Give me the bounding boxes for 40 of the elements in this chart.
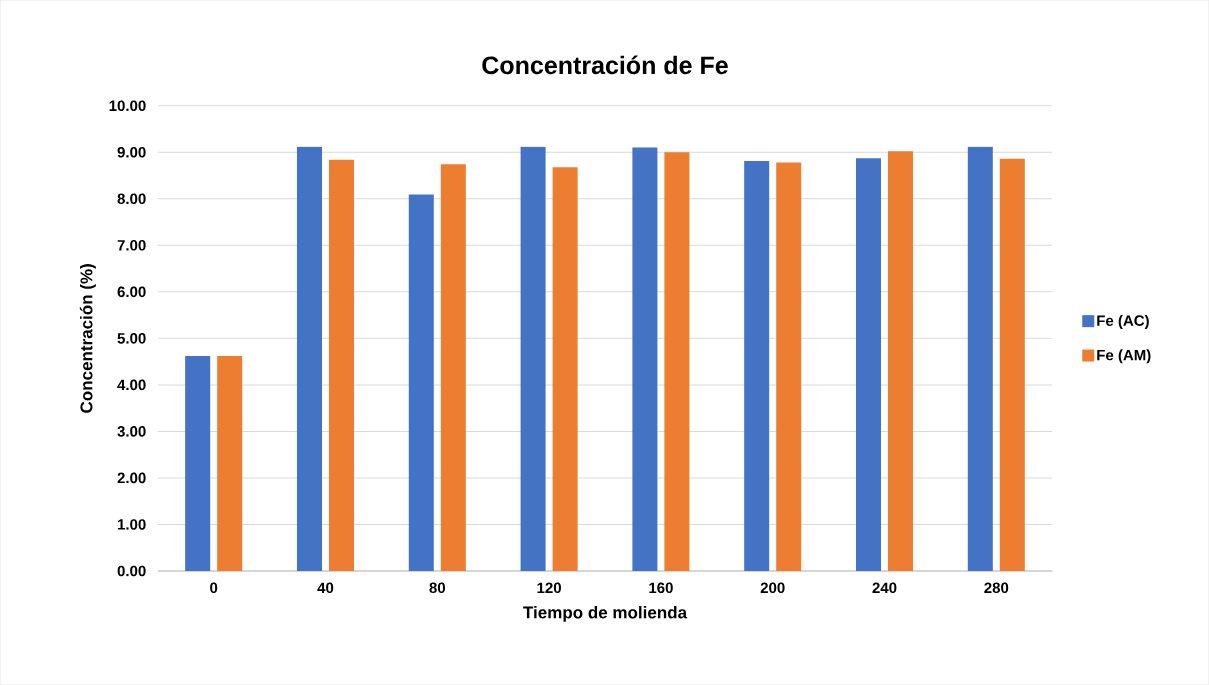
y-tick-label: 8.00 xyxy=(117,193,146,205)
y-axis-title: Concentración (%) xyxy=(79,264,96,413)
bar xyxy=(776,162,802,572)
bar xyxy=(552,167,578,572)
bar xyxy=(440,164,466,572)
bar xyxy=(888,151,914,572)
x-tick-label: 120 xyxy=(537,582,561,594)
x-axis-title: Tiempo de molienda xyxy=(523,606,688,622)
y-tick-label: 1.00 xyxy=(117,519,146,530)
bar xyxy=(520,146,546,572)
x-tick-label: 240 xyxy=(872,582,897,594)
bar xyxy=(664,152,690,572)
y-tick-label: 10.00 xyxy=(109,100,146,112)
y-tick-label: 9.00 xyxy=(117,147,146,158)
bar xyxy=(185,356,211,572)
legend-label: Fe (AM) xyxy=(1097,349,1151,364)
x-tick-label: 280 xyxy=(984,582,1009,594)
x-tick-label: 200 xyxy=(760,582,785,594)
x-tick-label: 40 xyxy=(317,582,334,594)
bar xyxy=(296,146,322,572)
legend-label: Fe (AC) xyxy=(1097,315,1149,330)
x-tick-label: 0 xyxy=(210,582,218,594)
x-tick-label: 80 xyxy=(429,582,446,594)
y-tick-label: 0.00 xyxy=(117,565,146,577)
x-tick-label: 160 xyxy=(649,582,673,594)
y-tick-label: 6.00 xyxy=(117,286,146,298)
y-tick-label: 3.00 xyxy=(117,426,146,437)
bar xyxy=(328,159,355,572)
y-tick-label: 7.00 xyxy=(117,240,146,251)
chart-title: Concentración de Fe xyxy=(482,55,728,75)
y-tick-label: 5.00 xyxy=(117,333,146,344)
bar xyxy=(999,158,1025,572)
bar xyxy=(408,194,434,572)
y-tick-label: 2.00 xyxy=(117,472,146,484)
y-tick-label: 4.00 xyxy=(117,379,146,391)
bar xyxy=(856,158,882,572)
bar xyxy=(967,146,993,572)
bar xyxy=(744,161,770,572)
bar xyxy=(632,147,658,572)
bar xyxy=(217,356,243,572)
